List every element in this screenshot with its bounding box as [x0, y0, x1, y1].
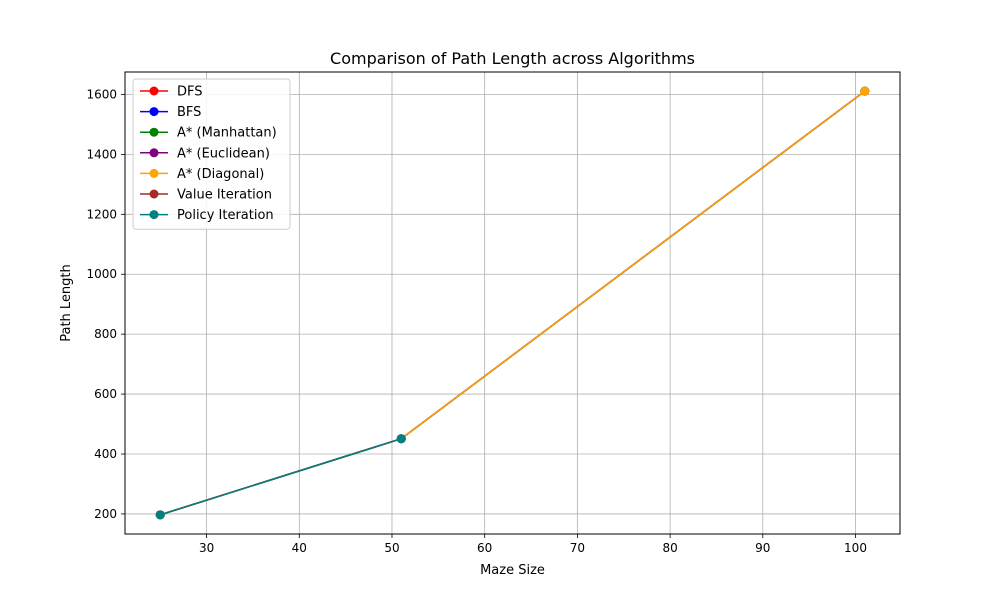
x-tick-label: 60 [477, 541, 492, 555]
legend-label: Value Iteration [177, 188, 272, 203]
x-tick-label: 80 [662, 541, 677, 555]
data-point-a-diagonal [860, 86, 870, 96]
series-line-policy-iteration [160, 438, 402, 516]
legend-swatch-marker [149, 127, 159, 137]
x-tick-label: 40 [292, 541, 307, 555]
x-tick-label: 100 [844, 541, 867, 555]
y-tick-label: 1000 [86, 267, 117, 281]
legend-label: A* (Diagonal) [177, 167, 264, 182]
legend-swatch-marker [149, 86, 159, 96]
legend-item: A* (Manhattan) [140, 126, 277, 141]
series-group [155, 86, 870, 520]
legend-item: A* (Diagonal) [140, 167, 264, 182]
legend-box [132, 78, 291, 230]
legend: DFS BFS A* (Manhattan) A* (Euclidean) A* (Di… [132, 78, 291, 230]
legend-swatch-marker [149, 107, 159, 117]
y-tick-label: 1400 [86, 147, 117, 161]
x-tick-label: 70 [570, 541, 585, 555]
data-point-policy-iteration [396, 434, 406, 444]
legend-label: Policy Iteration [177, 208, 274, 223]
legend-item: Value Iteration [140, 188, 272, 203]
legend-item: BFS [140, 105, 201, 120]
data-point-policy-iteration [155, 510, 165, 520]
plot-frame [124, 71, 901, 535]
y-tick-label: 600 [94, 387, 117, 401]
legend-swatch-marker [149, 210, 159, 220]
legend-swatch-marker [149, 148, 159, 158]
legend-label: A* (Euclidean) [177, 146, 270, 161]
legend-swatch-marker [149, 189, 159, 199]
legend-item: DFS [140, 85, 203, 100]
legend-label: BFS [177, 105, 201, 120]
y-tick-label: 400 [94, 447, 117, 461]
legend-label: A* (Manhattan) [177, 126, 277, 141]
axis-ticks: 30 40 50 60 70 80 90 100 200 400 600 800 1000 1200 140… [86, 87, 867, 555]
y-tick-label: 1600 [86, 87, 117, 101]
grid [125, 72, 900, 534]
y-axis-label: Path Length [59, 264, 74, 342]
x-tick-label: 90 [755, 541, 770, 555]
x-tick-label: 50 [384, 541, 399, 555]
x-axis-label: Maze Size [480, 563, 545, 578]
y-tick-label: 800 [94, 327, 117, 341]
legend-item: Policy Iteration [140, 208, 274, 223]
y-tick-label: 1200 [86, 207, 117, 221]
y-tick-label: 200 [94, 507, 117, 521]
x-tick-label: 30 [199, 541, 214, 555]
legend-item: A* (Euclidean) [140, 146, 270, 161]
legend-swatch-marker [149, 168, 159, 178]
chart-title: Comparison of Path Length across Algorit… [330, 49, 695, 68]
series-policy-iteration [155, 434, 406, 520]
legend-label: DFS [177, 85, 203, 100]
